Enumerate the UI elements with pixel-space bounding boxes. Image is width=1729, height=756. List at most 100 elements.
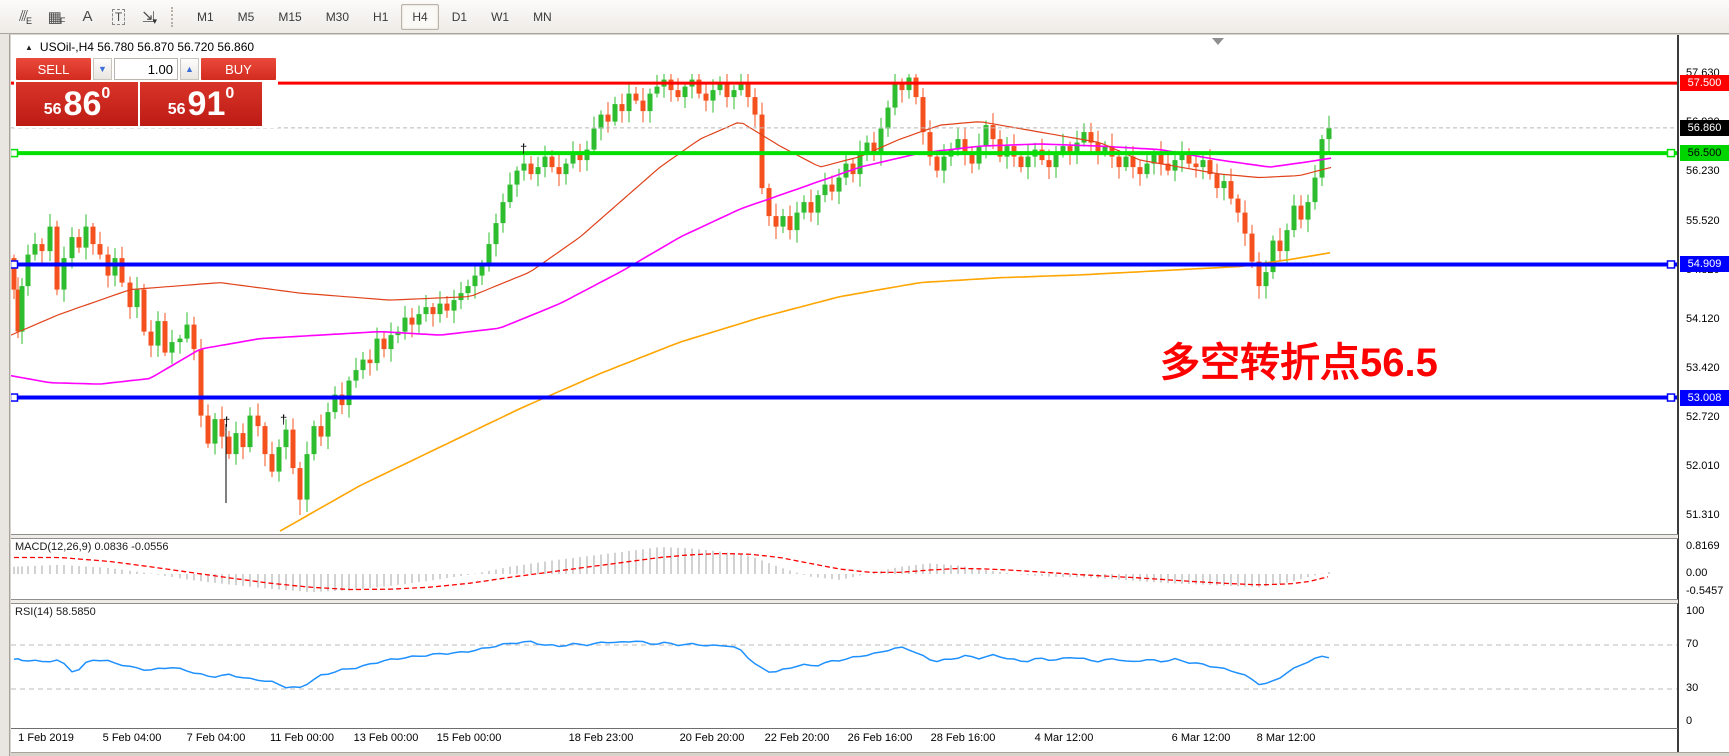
time-tick-label: 20 Feb 20:00 (679, 732, 745, 744)
candle-body (219, 419, 225, 437)
candle-body (325, 412, 331, 437)
candle-body (535, 167, 541, 175)
candle-body (311, 426, 317, 455)
price-tick-label: 52.720 (1686, 410, 1720, 423)
candle-body (32, 244, 38, 255)
level-line-handle[interactable] (1666, 148, 1676, 158)
macd-signal-line (14, 552, 1329, 591)
candle-body (83, 226, 89, 248)
cursor-style-tool-icon[interactable]: ⇲ ▾ (141, 8, 158, 26)
timeframe-button-h4[interactable]: H4 (401, 3, 439, 30)
candle-body (878, 128, 884, 154)
sell-button[interactable]: SELL (16, 58, 91, 80)
candle-body (710, 90, 716, 101)
volume-stepper: ▼ ▲ (93, 58, 199, 80)
candle-body (148, 331, 154, 346)
timeframe-button-w1[interactable]: W1 (491, 9, 510, 24)
buy-button[interactable]: BUY (201, 58, 276, 80)
candle-body (1256, 261, 1262, 287)
drawn-dagger-marker[interactable]: † (520, 141, 528, 156)
candle-body (829, 184, 835, 192)
timeframe-button-mn[interactable]: MN (533, 9, 552, 24)
fibo-grid-tool-icon[interactable]: ▦ F (47, 8, 66, 27)
candle-body (69, 237, 75, 259)
timeframe-button-m30[interactable]: M30 (325, 9, 350, 24)
candle-body (283, 429, 289, 448)
candle-body (647, 93, 653, 112)
candle-body (127, 282, 133, 308)
time-tick-label: 5 Feb 04:00 (102, 732, 162, 744)
candle-body (1172, 160, 1178, 171)
candle-body (731, 90, 737, 98)
volume-increase-button[interactable]: ▲ (180, 58, 199, 80)
candle-body (1088, 132, 1094, 143)
candle-body (1130, 156, 1136, 168)
candle-body (941, 156, 947, 171)
level-line-handle[interactable] (11, 148, 19, 158)
candle-body (934, 156, 940, 171)
candle-body (507, 184, 513, 203)
candle-body (486, 244, 492, 266)
candle-body (619, 104, 625, 112)
chart-canvas[interactable] (11, 35, 1678, 752)
ask-whole: 56 (167, 101, 186, 118)
level-line-handle[interactable] (1666, 393, 1676, 402)
candle-body (682, 86, 688, 98)
panel-splitter-macd[interactable] (11, 534, 1729, 539)
time-tick-label: 8 Mar 12:00 (1256, 732, 1316, 744)
timeframe-button-m1[interactable]: M1 (197, 9, 214, 24)
rsi-axis-label: 30 (1686, 682, 1699, 694)
candle-body (25, 254, 31, 287)
candle-body (675, 90, 681, 98)
volume-decrease-button[interactable]: ▼ (93, 58, 112, 80)
candle-body (479, 265, 485, 276)
text-label-tool-icon[interactable]: T (103, 3, 134, 31)
candle-body (1228, 181, 1234, 199)
candle-body (1053, 153, 1059, 168)
candle-body (54, 226, 60, 290)
level-line-handle[interactable] (11, 393, 19, 402)
drawn-dagger-marker[interactable]: † (223, 414, 231, 429)
candle-body (717, 83, 723, 91)
candle-body (119, 258, 125, 283)
candle-body (15, 289, 21, 332)
volume-input[interactable] (114, 58, 178, 80)
candle-body (437, 303, 443, 315)
price-axis[interactable]: 57.63056.93056.23055.52054.82054.12053.4… (1678, 35, 1729, 752)
candle-body (61, 258, 67, 290)
chart-header: ▲ USOil-,H4 56.780 56.870 56.720 56.860 (25, 40, 254, 54)
candle-body (269, 454, 275, 472)
price-tick-label: 54.120 (1686, 312, 1720, 325)
macd-axis-label: 0.8169 (1686, 540, 1720, 553)
candle-body (738, 83, 744, 91)
pitchfork-tool-icon[interactable]: ⫻ E (19, 8, 32, 26)
candle-body (47, 226, 53, 252)
candle-body (374, 338, 380, 364)
arrow-down-icon: ▼ (98, 64, 107, 74)
collapse-trade-panel-icon[interactable]: ▲ (25, 43, 33, 52)
drawn-dagger-marker[interactable]: † (280, 412, 288, 427)
time-tick-label: 26 Feb 16:00 (847, 732, 913, 744)
bid-price[interactable]: 56 86 0 (16, 82, 138, 126)
panel-splitter-rsi[interactable] (11, 599, 1729, 604)
ask-price[interactable]: 56 91 0 (140, 82, 262, 126)
candle-body (465, 286, 471, 294)
candle-body (703, 93, 709, 101)
time-tick-label: 11 Feb 00:00 (269, 732, 335, 744)
time-tick-label: 6 Mar 12:00 (1171, 732, 1231, 744)
chart-shift-marker-icon[interactable] (1212, 38, 1224, 45)
candle-body (367, 359, 373, 364)
level-line-handle[interactable] (1666, 260, 1676, 269)
time-tick-label: 28 Feb 16:00 (930, 732, 996, 744)
timeframe-button-m5[interactable]: M5 (237, 9, 255, 24)
timeframe-button-d1[interactable]: D1 (451, 9, 468, 24)
level-line-handle[interactable] (11, 260, 19, 269)
time-tick-label: 18 Feb 23:00 (568, 732, 634, 744)
timeframe-button-h1[interactable]: H1 (373, 9, 389, 24)
candle-body (955, 139, 961, 150)
timeframe-button-m15[interactable]: M15 (278, 9, 302, 24)
text-tool-icon[interactable]: A (82, 8, 93, 25)
candle-body (112, 258, 118, 276)
time-tick-label: 13 Feb 00:00 (353, 732, 419, 744)
ask-point: 0 (225, 85, 235, 102)
